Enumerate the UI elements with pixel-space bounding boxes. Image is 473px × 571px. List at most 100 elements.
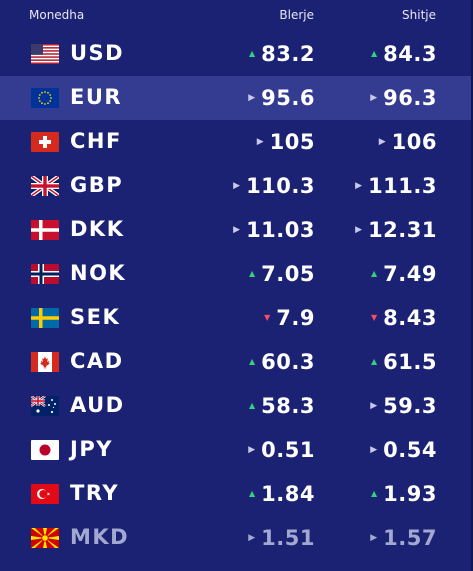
buy-rate-value: 58.3 [261, 394, 315, 418]
trend-up-icon: ▲ [249, 357, 256, 366]
buy-rate-value: 11.03 [246, 218, 315, 242]
trend-flat-icon: ▶ [378, 136, 386, 147]
trend-flat-icon: ▶ [370, 400, 378, 411]
buy-rate-cell: ▶ 110.3 [233, 173, 315, 199]
ca-flag-icon [31, 352, 59, 372]
rate-row-aud: AUD ▲ 58.3 ▶ 59.3 [0, 384, 471, 428]
sell-rate-cell: ▲ 1.93 [371, 481, 437, 507]
sell-rate-cell: ▶ 1.57 [370, 525, 437, 551]
sell-rate-cell: ▶ 59.3 [370, 393, 437, 419]
currency-code: AUD [70, 393, 125, 417]
sell-rate-value: 12.31 [368, 218, 437, 242]
jp-flag-icon [31, 440, 59, 460]
dk-flag-icon [31, 220, 59, 240]
rate-row-cad: CAD ▲ 60.3 ▲ 61.5 [0, 340, 471, 384]
trend-up-icon: ▲ [249, 269, 256, 278]
currency-code: GBP [70, 173, 124, 197]
trend-up-icon: ▲ [371, 489, 378, 498]
sell-rate-cell: ▲ 84.3 [371, 41, 437, 67]
buy-rate-value: 95.6 [261, 86, 315, 110]
trend-flat-icon: ▶ [248, 92, 256, 103]
trend-flat-icon: ▶ [370, 532, 378, 543]
buy-rate-cell: ▶ 105 [257, 129, 315, 155]
trend-flat-icon: ▶ [355, 224, 363, 235]
buy-rate-cell: ▶ 1.51 [248, 525, 315, 551]
buy-rate-value: 83.2 [261, 42, 315, 66]
rate-row-usd: USD ▲ 83.2 ▲ 84.3 [0, 32, 471, 76]
buy-rate-value: 110.3 [246, 174, 315, 198]
buy-rate-value: 0.51 [261, 438, 315, 462]
trend-flat-icon: ▶ [355, 180, 363, 191]
trend-up-icon: ▲ [249, 49, 256, 58]
trend-flat-icon: ▶ [256, 136, 264, 147]
sell-rate-value: 59.3 [383, 394, 437, 418]
buy-rate-value: 7.05 [261, 262, 315, 286]
rate-row-mkd: MKD ▶ 1.51 ▶ 1.57 [0, 516, 471, 560]
trend-up-icon: ▲ [249, 401, 256, 410]
eu-flag-icon [31, 88, 59, 108]
rate-row-chf: CHF ▶ 105 ▶ 106 [0, 120, 471, 164]
trend-down-icon: ▼ [371, 313, 378, 322]
trend-up-icon: ▲ [249, 489, 256, 498]
buy-rate-cell: ▼ 7.9 [264, 305, 315, 331]
buy-rate-value: 1.51 [261, 526, 315, 550]
tr-flag-icon [31, 484, 59, 504]
trend-up-icon: ▲ [371, 269, 378, 278]
buy-rate-cell: ▲ 83.2 [249, 41, 315, 67]
sell-rate-value: 0.54 [383, 438, 437, 462]
buy-rate-cell: ▲ 58.3 [249, 393, 315, 419]
buy-rate-cell: ▶ 0.51 [248, 437, 315, 463]
sell-rate-value: 1.57 [383, 526, 437, 550]
buy-rate-value: 60.3 [261, 350, 315, 374]
sell-column-header: Shitje [402, 8, 436, 22]
au-flag-icon [31, 396, 59, 416]
sell-rate-cell: ▶ 111.3 [355, 173, 437, 199]
trend-flat-icon: ▶ [233, 224, 241, 235]
currency-code: EUR [70, 85, 123, 109]
buy-rate-value: 1.84 [261, 482, 315, 506]
sell-rate-cell: ▶ 106 [379, 129, 437, 155]
currency-code: MKD [70, 525, 130, 549]
trend-flat-icon: ▶ [370, 92, 378, 103]
buy-rate-value: 105 [269, 130, 315, 154]
trend-flat-icon: ▶ [370, 444, 378, 455]
trend-flat-icon: ▶ [248, 444, 256, 455]
buy-rate-value: 7.9 [276, 306, 315, 330]
gb-flag-icon [31, 176, 59, 196]
trend-down-icon: ▼ [264, 313, 271, 322]
no-flag-icon [31, 264, 59, 284]
sell-rate-value: 8.43 [383, 306, 437, 330]
se-flag-icon [31, 308, 59, 328]
buy-rate-cell: ▲ 60.3 [249, 349, 315, 375]
trend-up-icon: ▲ [371, 49, 378, 58]
sell-rate-value: 111.3 [368, 174, 437, 198]
us-flag-icon [31, 44, 59, 64]
currency-code: DKK [70, 217, 125, 241]
rate-row-try: TRY ▲ 1.84 ▲ 1.93 [0, 472, 471, 516]
currency-code: CAD [70, 349, 124, 373]
sell-rate-value: 106 [391, 130, 437, 154]
sell-rate-cell: ▶ 96.3 [370, 85, 437, 111]
currency-code: SEK [70, 305, 121, 329]
ch-flag-icon [31, 132, 59, 152]
buy-column-header: Blerje [279, 8, 314, 22]
sell-rate-cell: ▲ 7.49 [371, 261, 437, 287]
currency-code: USD [70, 41, 125, 65]
sell-rate-value: 7.49 [383, 262, 437, 286]
buy-rate-cell: ▶ 11.03 [233, 217, 315, 243]
sell-rate-cell: ▶ 0.54 [370, 437, 437, 463]
currency-code: NOK [70, 261, 127, 285]
rate-row-nok: NOK ▲ 7.05 ▲ 7.49 [0, 252, 471, 296]
sell-rate-value: 96.3 [383, 86, 437, 110]
buy-rate-cell: ▲ 7.05 [249, 261, 315, 287]
rate-row-dkk: DKK ▶ 11.03 ▶ 12.31 [0, 208, 471, 252]
currency-code: CHF [70, 129, 122, 153]
buy-rate-cell: ▶ 95.6 [248, 85, 315, 111]
rate-row-sek: SEK ▼ 7.9 ▼ 8.43 [0, 296, 471, 340]
trend-flat-icon: ▶ [233, 180, 241, 191]
table-header: Monedha Blerje Shitje [0, 0, 471, 32]
rate-row-eur: EUR ▶ 95.6 ▶ 96.3 [0, 76, 471, 120]
mk-flag-icon [31, 528, 59, 548]
sell-rate-cell: ▼ 8.43 [371, 305, 437, 331]
